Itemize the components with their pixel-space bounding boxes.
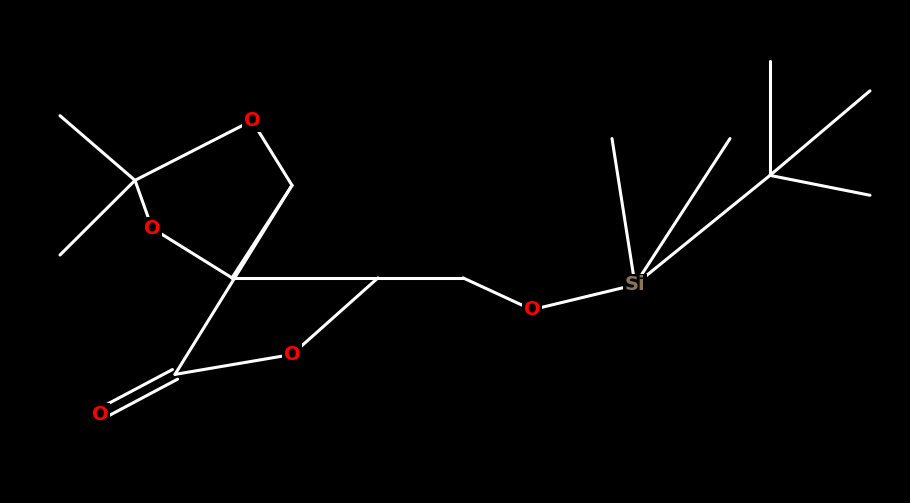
- Text: O: O: [284, 345, 300, 364]
- Text: O: O: [144, 219, 160, 237]
- Text: O: O: [523, 300, 541, 319]
- Text: Si: Si: [624, 275, 645, 294]
- Text: O: O: [92, 405, 108, 424]
- Text: O: O: [244, 111, 260, 130]
